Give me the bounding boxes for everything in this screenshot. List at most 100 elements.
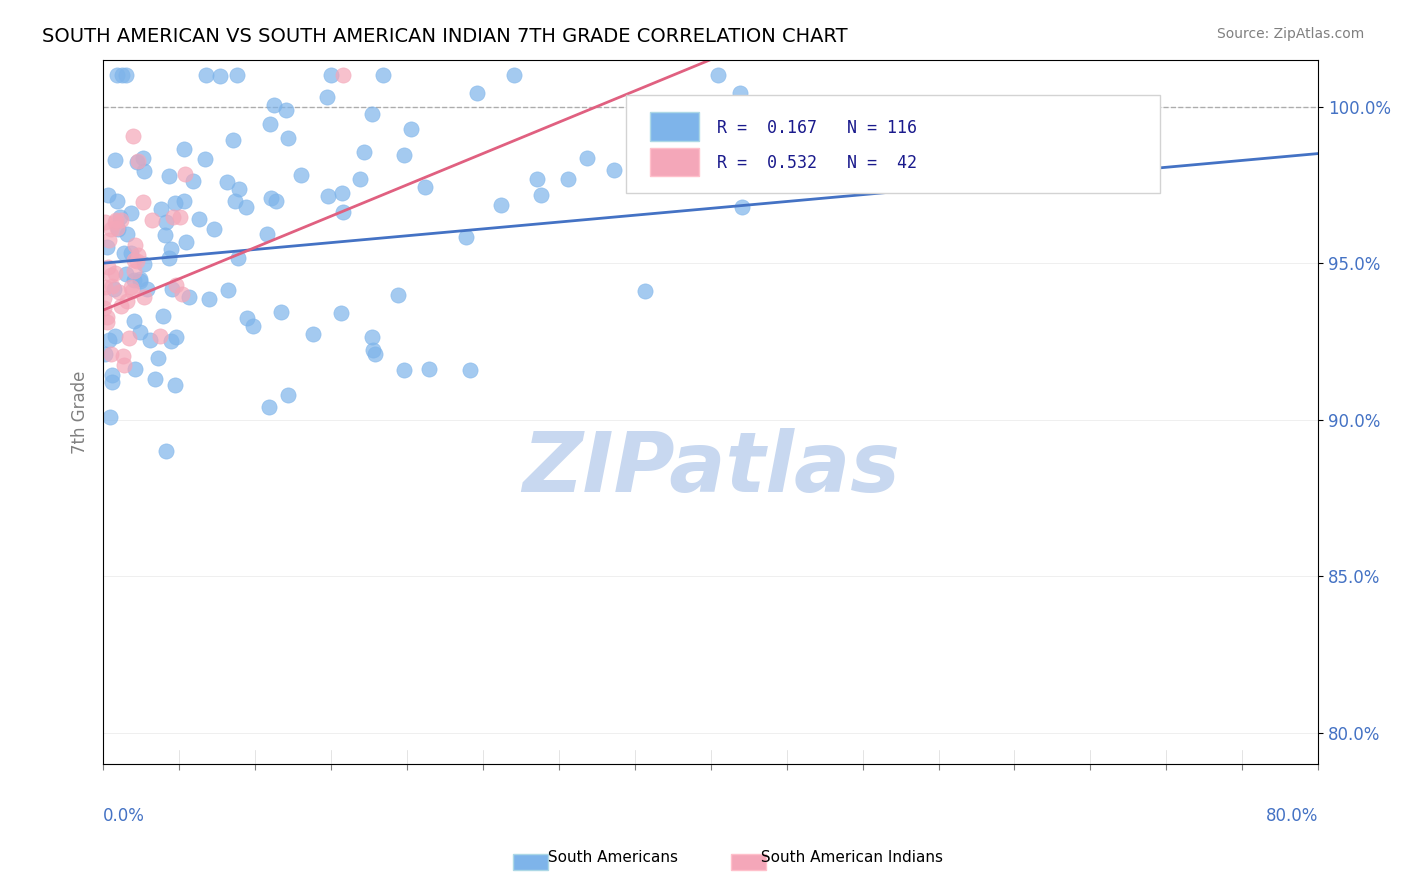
Point [194, 152, 217, 166]
Point [530, 187, 553, 202]
Point [157, 169, 180, 184]
Point [728, 86, 751, 100]
Point [706, 68, 728, 82]
Text: SOUTH AMERICAN VS SOUTH AMERICAN INDIAN 7TH GRADE CORRELATION CHART: SOUTH AMERICAN VS SOUTH AMERICAN INDIAN … [42, 27, 848, 45]
Text: Source: ZipAtlas.com: Source: ZipAtlas.com [1216, 27, 1364, 41]
Point [489, 198, 512, 212]
Point [315, 90, 337, 104]
Point [155, 227, 177, 242]
Point [96, 239, 118, 253]
Text: R =  0.167   N = 116: R = 0.167 N = 116 [717, 119, 917, 137]
Text: R =  0.532   N =  42: R = 0.532 N = 42 [717, 154, 917, 172]
Text: 80.0%: 80.0% [1265, 806, 1319, 824]
Point [634, 284, 657, 298]
Point [108, 211, 131, 225]
Point [157, 252, 180, 266]
Point [96, 260, 118, 275]
Point [104, 328, 127, 343]
Point [112, 358, 135, 372]
Point [399, 122, 422, 136]
Point [173, 167, 195, 181]
Point [349, 171, 371, 186]
Point [121, 284, 143, 298]
Point [93, 347, 115, 361]
Point [107, 222, 129, 236]
Point [394, 363, 416, 377]
Point [122, 314, 145, 328]
Point [173, 194, 195, 209]
Point [731, 200, 754, 214]
Point [101, 279, 124, 293]
Point [226, 68, 249, 82]
Point [228, 182, 250, 196]
Text: 0.0%: 0.0% [103, 806, 145, 824]
Point [125, 254, 148, 268]
Point [100, 376, 122, 390]
Point [107, 285, 129, 300]
Point [101, 368, 124, 382]
Point [332, 205, 354, 219]
Point [576, 151, 599, 165]
Point [129, 272, 152, 286]
Point [557, 172, 579, 186]
Point [264, 194, 287, 209]
Point [120, 280, 142, 294]
Point [163, 195, 186, 210]
FancyBboxPatch shape [650, 148, 699, 176]
Point [104, 153, 127, 167]
Point [172, 286, 194, 301]
Point [353, 145, 375, 159]
Point [132, 257, 155, 271]
Point [110, 213, 132, 227]
Point [96, 310, 118, 325]
Point [257, 400, 280, 414]
Point [100, 346, 122, 360]
Point [177, 290, 200, 304]
Point [181, 174, 204, 188]
Point [139, 333, 162, 347]
Point [146, 351, 169, 366]
Point [641, 128, 664, 142]
Point [93, 301, 115, 316]
Point [465, 87, 488, 101]
Y-axis label: 7th Grade: 7th Grade [72, 370, 89, 454]
Text: South Americans: South Americans [503, 850, 678, 865]
Point [94, 279, 117, 293]
Point [124, 362, 146, 376]
Point [277, 130, 299, 145]
Point [360, 330, 382, 344]
Point [132, 164, 155, 178]
Point [235, 200, 257, 214]
Point [128, 274, 150, 288]
Point [132, 194, 155, 209]
Point [93, 215, 115, 229]
Text: ZIPatlas: ZIPatlas [522, 428, 900, 508]
Point [290, 168, 312, 182]
Point [263, 97, 285, 112]
Point [165, 277, 187, 292]
Point [882, 107, 904, 121]
Point [104, 215, 127, 229]
Point [208, 69, 231, 83]
Point [165, 330, 187, 344]
Point [330, 306, 353, 320]
Point [361, 107, 384, 121]
Point [169, 211, 191, 225]
Point [98, 233, 121, 247]
Point [458, 363, 481, 377]
Point [152, 309, 174, 323]
Point [98, 409, 121, 424]
Point [160, 282, 183, 296]
Point [118, 331, 141, 345]
Point [122, 273, 145, 287]
Point [122, 129, 145, 144]
Point [141, 212, 163, 227]
Point [124, 264, 146, 278]
Point [259, 191, 281, 205]
Point [502, 68, 524, 82]
Point [149, 329, 172, 343]
Point [105, 194, 128, 208]
Point [176, 235, 198, 249]
Point [134, 290, 156, 304]
Point [316, 188, 339, 202]
